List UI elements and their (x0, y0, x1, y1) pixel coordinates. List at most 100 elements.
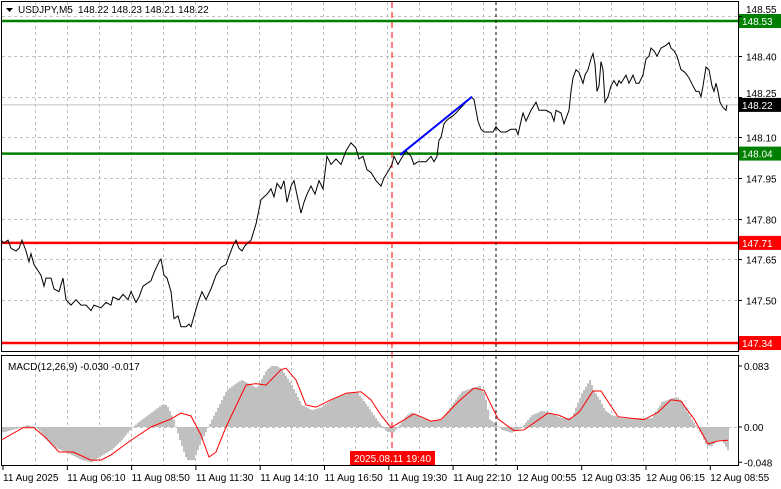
macd-histogram-bar (21, 427, 23, 428)
level-price-box (739, 336, 781, 351)
macd-histogram-bar (477, 386, 479, 427)
macd-histogram-bar (649, 418, 651, 427)
macd-histogram-bar (47, 427, 49, 442)
macd-histogram-bar (427, 419, 429, 427)
vertical-markers (391, 2, 497, 466)
macd-histogram-bar (101, 427, 103, 456)
price-panel-frame (1, 1, 739, 352)
macd-histogram-bar (575, 407, 577, 427)
macd-histogram-bar (97, 427, 99, 459)
macd-histogram-bar (555, 415, 557, 427)
macd-histogram-bar (67, 427, 69, 454)
level-price-label: 147.34 (742, 339, 773, 350)
macd-histogram-bar (497, 425, 499, 427)
current-price-label: 148.22 (742, 101, 773, 112)
macd-histogram-bar (213, 415, 215, 427)
macd-histogram-bar (643, 418, 645, 427)
x-tick-label: 11 Aug 19:30 (389, 473, 448, 484)
macd-histogram-bar (63, 427, 65, 452)
macd-histogram-bar (73, 427, 75, 456)
macd-histogram-bar (331, 399, 333, 427)
macd-histogram-bar (515, 427, 517, 431)
macd-histogram-bar (41, 427, 43, 434)
macd-histogram-bar (185, 427, 187, 458)
y-tick-label: 148.40 (746, 53, 777, 64)
macd-histogram-bar (223, 396, 225, 427)
x-tick-label: 11 Aug 08:50 (132, 473, 191, 484)
macd-histogram-bar (195, 427, 197, 456)
macd-histogram-bar (91, 427, 93, 463)
macd-histogram-bar (285, 375, 287, 427)
macd-histogram-bar (539, 411, 541, 427)
macd-histogram-bar (417, 415, 419, 427)
macd-histogram-bar (133, 426, 135, 428)
macd-histogram-bar (247, 383, 249, 427)
macd-histogram-bar (25, 425, 27, 427)
macd-histogram-bar (495, 424, 497, 427)
macd-histogram-bar (437, 420, 439, 427)
macd-histogram (1, 365, 729, 463)
macd-histogram-bar (221, 400, 223, 427)
macd-histogram-bar (605, 410, 607, 427)
macd-histogram-bar (229, 388, 231, 427)
macd-histogram-bar (413, 413, 415, 427)
ohlc-values: 148.22 148.23 148.21 148.22 (78, 5, 209, 16)
level-price-box (739, 146, 781, 161)
dropdown-triangle-icon[interactable] (6, 8, 13, 12)
macd-histogram-bar (501, 427, 503, 430)
macd-histogram-bar (671, 398, 673, 427)
macd-histogram-bar (675, 397, 677, 427)
macd-histogram-bar (589, 379, 591, 427)
macd-histogram-bar (167, 407, 169, 427)
macd-histogram-bar (607, 412, 609, 427)
macd-histogram-bar (397, 427, 399, 428)
macd-histogram-bar (51, 427, 53, 445)
macd-histogram-bar (505, 427, 507, 432)
macd-histogram-bar (407, 414, 409, 427)
macd-histogram-bar (81, 427, 83, 461)
macd-histogram-bar (59, 427, 61, 450)
symbol-label: USDJPY,M5 (18, 5, 73, 16)
macd-histogram-bar (635, 418, 637, 427)
macd-histogram-bar (77, 427, 79, 459)
macd-histogram-bar (87, 427, 89, 462)
macd-histogram-bar (255, 387, 257, 427)
macd-histogram-bar (61, 427, 63, 451)
macd-histogram-bar (553, 414, 555, 427)
macd-histogram-bar (149, 413, 151, 427)
macd-histogram-bar (475, 386, 477, 427)
macd-histogram-bar (205, 427, 207, 432)
macd-histogram-bar (377, 420, 379, 427)
macd-histogram-bar (531, 415, 533, 427)
macd-histogram-bar (411, 412, 413, 427)
x-tick-label: 12 Aug 06:15 (646, 473, 705, 484)
macd-histogram-bar (215, 411, 217, 427)
macd-histogram-bar (707, 427, 709, 447)
macd-histogram-bar (45, 427, 47, 439)
macd-histogram-bar (611, 415, 613, 427)
macd-histogram-bar (153, 410, 155, 427)
macd-histogram-bar (29, 425, 31, 427)
macd-histogram-bar (425, 419, 427, 427)
macd-histogram-bar (351, 392, 353, 427)
macd-histogram-bar (723, 427, 725, 444)
macd-histogram-bar (581, 393, 583, 427)
macd-histogram-bar (103, 427, 105, 455)
price-line (0, 41, 728, 328)
level-price-box (739, 235, 781, 250)
macd-histogram-bar (701, 427, 703, 436)
macd-histogram-bar (249, 384, 251, 427)
macd-histogram-bar (661, 402, 663, 427)
macd-histogram-bar (359, 395, 361, 427)
macd-histogram-bar (529, 417, 531, 427)
macd-histogram-bar (703, 427, 705, 440)
macd-histogram-bar (363, 400, 365, 427)
macd-histogram-bar (545, 412, 547, 427)
macd-histogram-bar (151, 412, 153, 427)
macd-histogram-bar (125, 427, 127, 436)
macd-panel-frame (1, 355, 739, 466)
macd-histogram-bar (445, 413, 447, 427)
macd-histogram-bar (27, 425, 29, 427)
chart-header: USDJPY,M5 148.22 148.23 148.21 148.22 (6, 5, 209, 16)
